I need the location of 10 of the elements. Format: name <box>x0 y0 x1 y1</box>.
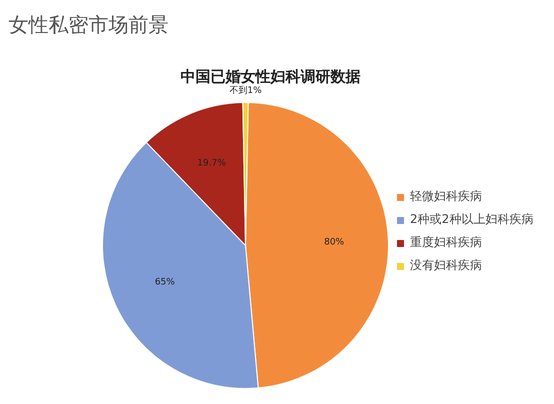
data-label: 19.7% <box>197 158 226 169</box>
legend-label: 轻微妇科疾病 <box>410 188 482 205</box>
chart-title: 女性私密市场前景 <box>8 12 168 36</box>
legend-label: 没有妇科疾病 <box>410 257 482 274</box>
chart-subtitle: 中国已婚女性妇科调研数据 <box>180 68 360 86</box>
legend-label: 重度妇科疾病 <box>410 234 482 251</box>
data-label: 不到1% <box>229 85 262 96</box>
data-label: 65% <box>154 277 176 288</box>
data-label: 80% <box>324 237 345 248</box>
legend-label: 2种或2种以上妇科疾病 <box>410 211 534 228</box>
